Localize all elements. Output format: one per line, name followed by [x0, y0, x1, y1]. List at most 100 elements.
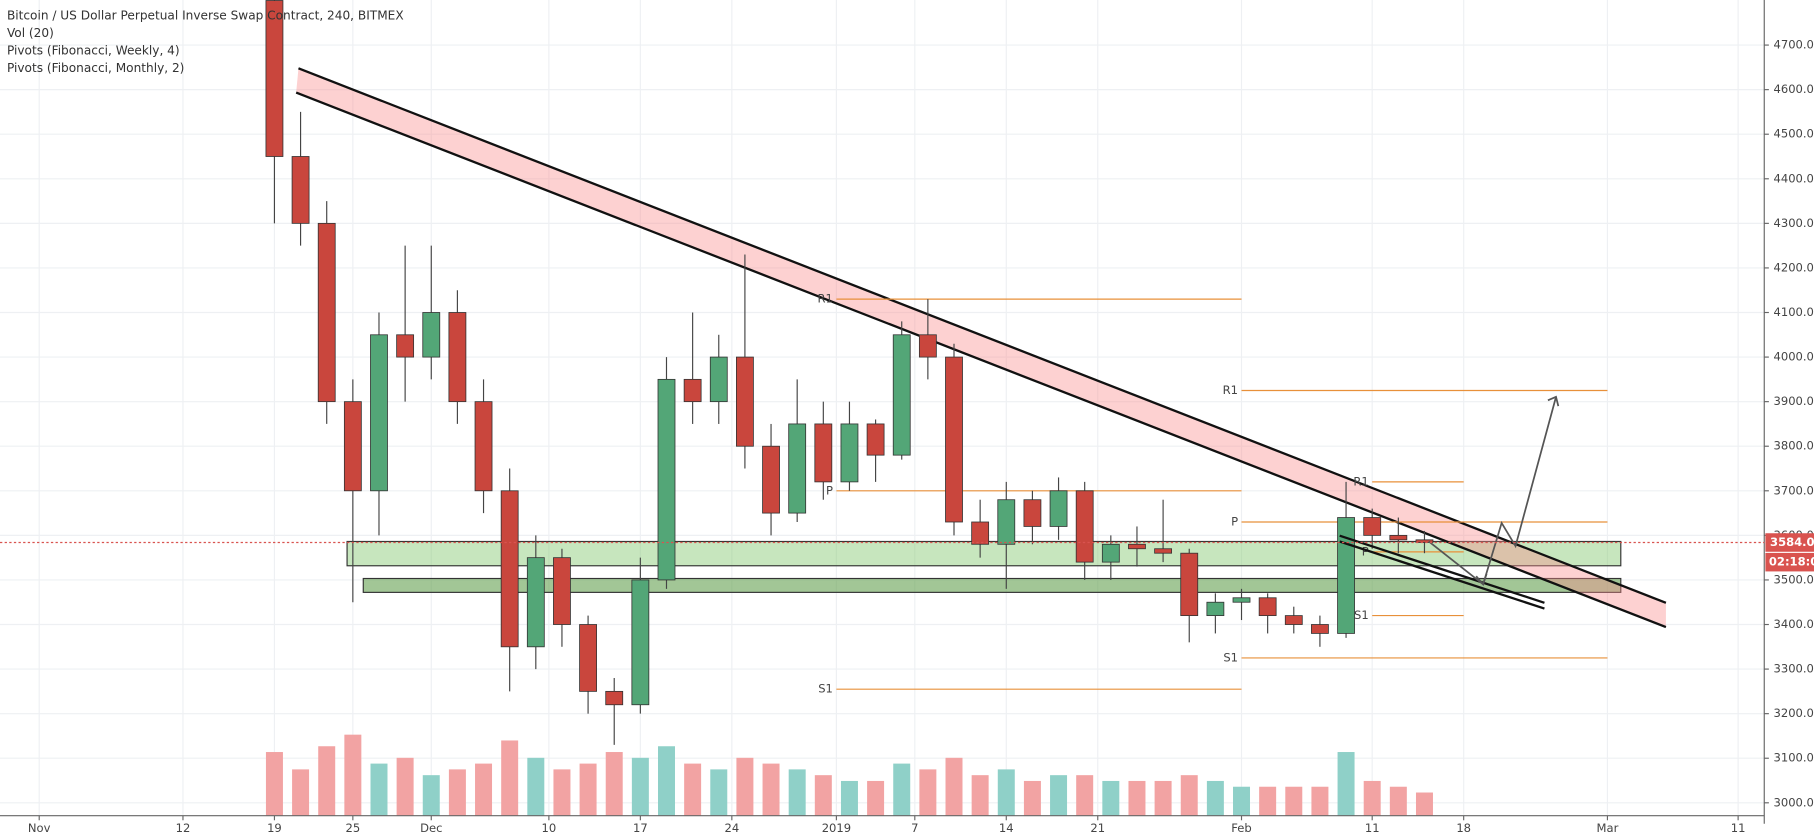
- candle-body: [422, 312, 441, 358]
- last-price-box: [1765, 533, 1814, 552]
- volume-bar: [1233, 786, 1251, 816]
- candle-body: [788, 423, 807, 514]
- volume-bar: [344, 734, 362, 816]
- volume-bar: [1206, 780, 1224, 816]
- volume-bar: [448, 769, 466, 816]
- projection: [1339, 395, 1560, 610]
- candle-body: [553, 557, 571, 625]
- indicator-label: Pivots (Fibonacci, Weekly, 4): [7, 43, 180, 57]
- candle-body: [997, 499, 1016, 545]
- candle-body: [1075, 490, 1094, 563]
- volume-bar: [867, 780, 885, 816]
- x-tick-label: 21: [1090, 821, 1105, 835]
- candle-body: [291, 156, 310, 224]
- candle-body: [579, 624, 597, 692]
- y-tick-label: 3900.0: [1774, 394, 1814, 408]
- volume-bar: [971, 775, 989, 816]
- candle-body: [1206, 601, 1225, 617]
- candle-body: [709, 356, 728, 403]
- pivot-label: P: [1231, 514, 1238, 528]
- candle-body: [317, 222, 336, 403]
- pivot-label: S1: [1223, 650, 1238, 664]
- support-zone: [362, 577, 1622, 593]
- volume: [265, 734, 1433, 816]
- y-tick-label: 4200.0: [1774, 260, 1814, 274]
- volume-bar: [1389, 786, 1407, 816]
- y-tick-label: 4400.0: [1774, 171, 1814, 185]
- x-tick-label: Nov: [28, 821, 51, 835]
- volume-bar: [318, 746, 336, 816]
- candle-body: [683, 378, 702, 403]
- grid: [0, 0, 1765, 816]
- x-tick-label: 25: [345, 821, 360, 835]
- y-tick-label: 3200.0: [1774, 706, 1814, 720]
- candle-body: [736, 356, 754, 447]
- candle-body: [1180, 552, 1199, 617]
- x-tick-label: 11: [1365, 821, 1380, 835]
- candle-body: [762, 445, 780, 514]
- candle-body: [1154, 548, 1173, 554]
- candle-body: [1389, 534, 1408, 541]
- indicator-label: Vol (20): [7, 26, 54, 40]
- volume-bar: [553, 769, 571, 816]
- candle-body: [657, 378, 676, 581]
- x-tick-label: 11: [1731, 821, 1746, 835]
- x-tick-label: 10: [542, 821, 557, 835]
- candle-body: [892, 334, 911, 456]
- volume-bar: [736, 757, 754, 816]
- candle-body: [631, 579, 650, 706]
- candle-body: [971, 521, 990, 545]
- x-tick-label: 17: [633, 821, 648, 835]
- x-tick-label: 12: [176, 821, 191, 835]
- x-tick-label: Feb: [1231, 821, 1251, 835]
- volume-bar: [1023, 780, 1041, 816]
- volume-bar: [1128, 780, 1146, 816]
- volume-bar: [1285, 786, 1303, 816]
- volume-bar: [501, 740, 519, 816]
- volume-bar: [684, 763, 702, 816]
- volume-bar: [1154, 780, 1172, 816]
- countdown-box: [1765, 552, 1814, 572]
- projection-path: [1428, 396, 1557, 586]
- y-tick-label: 4000.0: [1774, 350, 1814, 364]
- x-tick-label: 24: [724, 821, 739, 835]
- wedge-line: [1339, 540, 1545, 610]
- countdown-label: 02:18:08: [1769, 555, 1814, 569]
- pivot-label: P: [1362, 544, 1369, 558]
- volume-bar: [762, 763, 780, 816]
- volume-bar: [631, 757, 649, 816]
- candle-body: [918, 334, 937, 358]
- candle-body: [500, 490, 519, 648]
- candle-body: [265, 0, 284, 157]
- y-tick-label: 3800.0: [1774, 439, 1814, 453]
- pivots: R1 P S1 R1 P S1 R1 P S1: [818, 292, 1608, 696]
- candle-body: [343, 401, 362, 492]
- candle-body: [840, 423, 859, 483]
- resistance-channel: [296, 68, 1666, 628]
- volume-bar: [710, 769, 728, 816]
- x-tick-label: 14: [999, 821, 1014, 835]
- candle-body: [945, 356, 963, 523]
- x-tick-label: Dec: [420, 821, 442, 835]
- candle-body: [866, 423, 885, 456]
- candle-body: [605, 690, 624, 706]
- x-tick-label: 7: [911, 821, 918, 835]
- pivot-label: R1: [1353, 474, 1368, 488]
- y-tick-label: 4100.0: [1774, 305, 1814, 319]
- candle-body: [474, 401, 493, 492]
- candle-body: [396, 334, 415, 358]
- volume-bar: [1076, 775, 1094, 816]
- candle-body: [1337, 517, 1355, 634]
- volume-bar: [997, 769, 1015, 816]
- volume-bar: [1337, 752, 1355, 816]
- candle-body: [1363, 517, 1382, 536]
- volume-bar: [422, 775, 440, 816]
- chart-title: Bitcoin / US Dollar Perpetual Inverse Sw…: [7, 9, 404, 23]
- volume-bar: [893, 763, 911, 816]
- pivot-label: P: [826, 483, 833, 497]
- volume-bar: [265, 752, 283, 816]
- y-tick-label: 3000.0: [1774, 795, 1814, 809]
